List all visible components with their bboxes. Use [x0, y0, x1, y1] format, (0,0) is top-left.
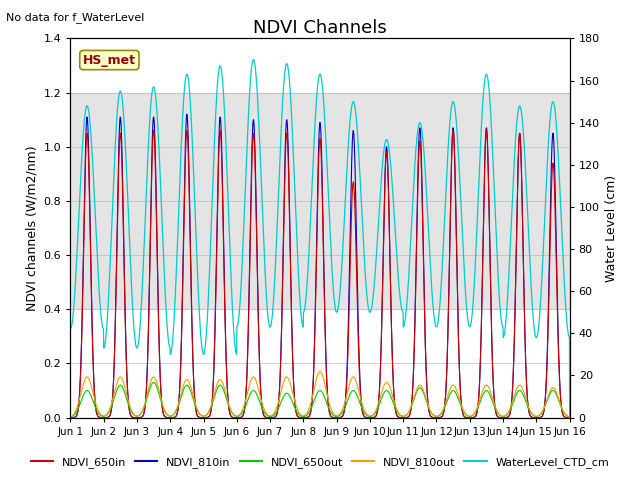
- Legend: NDVI_650in, NDVI_810in, NDVI_650out, NDVI_810out, WaterLevel_CTD_cm: NDVI_650in, NDVI_810in, NDVI_650out, NDV…: [26, 452, 614, 472]
- Y-axis label: NDVI channels (W/m2/nm): NDVI channels (W/m2/nm): [25, 145, 38, 311]
- Text: No data for f_WaterLevel: No data for f_WaterLevel: [6, 12, 145, 23]
- Y-axis label: Water Level (cm): Water Level (cm): [605, 174, 618, 282]
- Title: NDVI Channels: NDVI Channels: [253, 19, 387, 37]
- Text: HS_met: HS_met: [83, 54, 136, 67]
- Bar: [70, 93, 570, 309]
